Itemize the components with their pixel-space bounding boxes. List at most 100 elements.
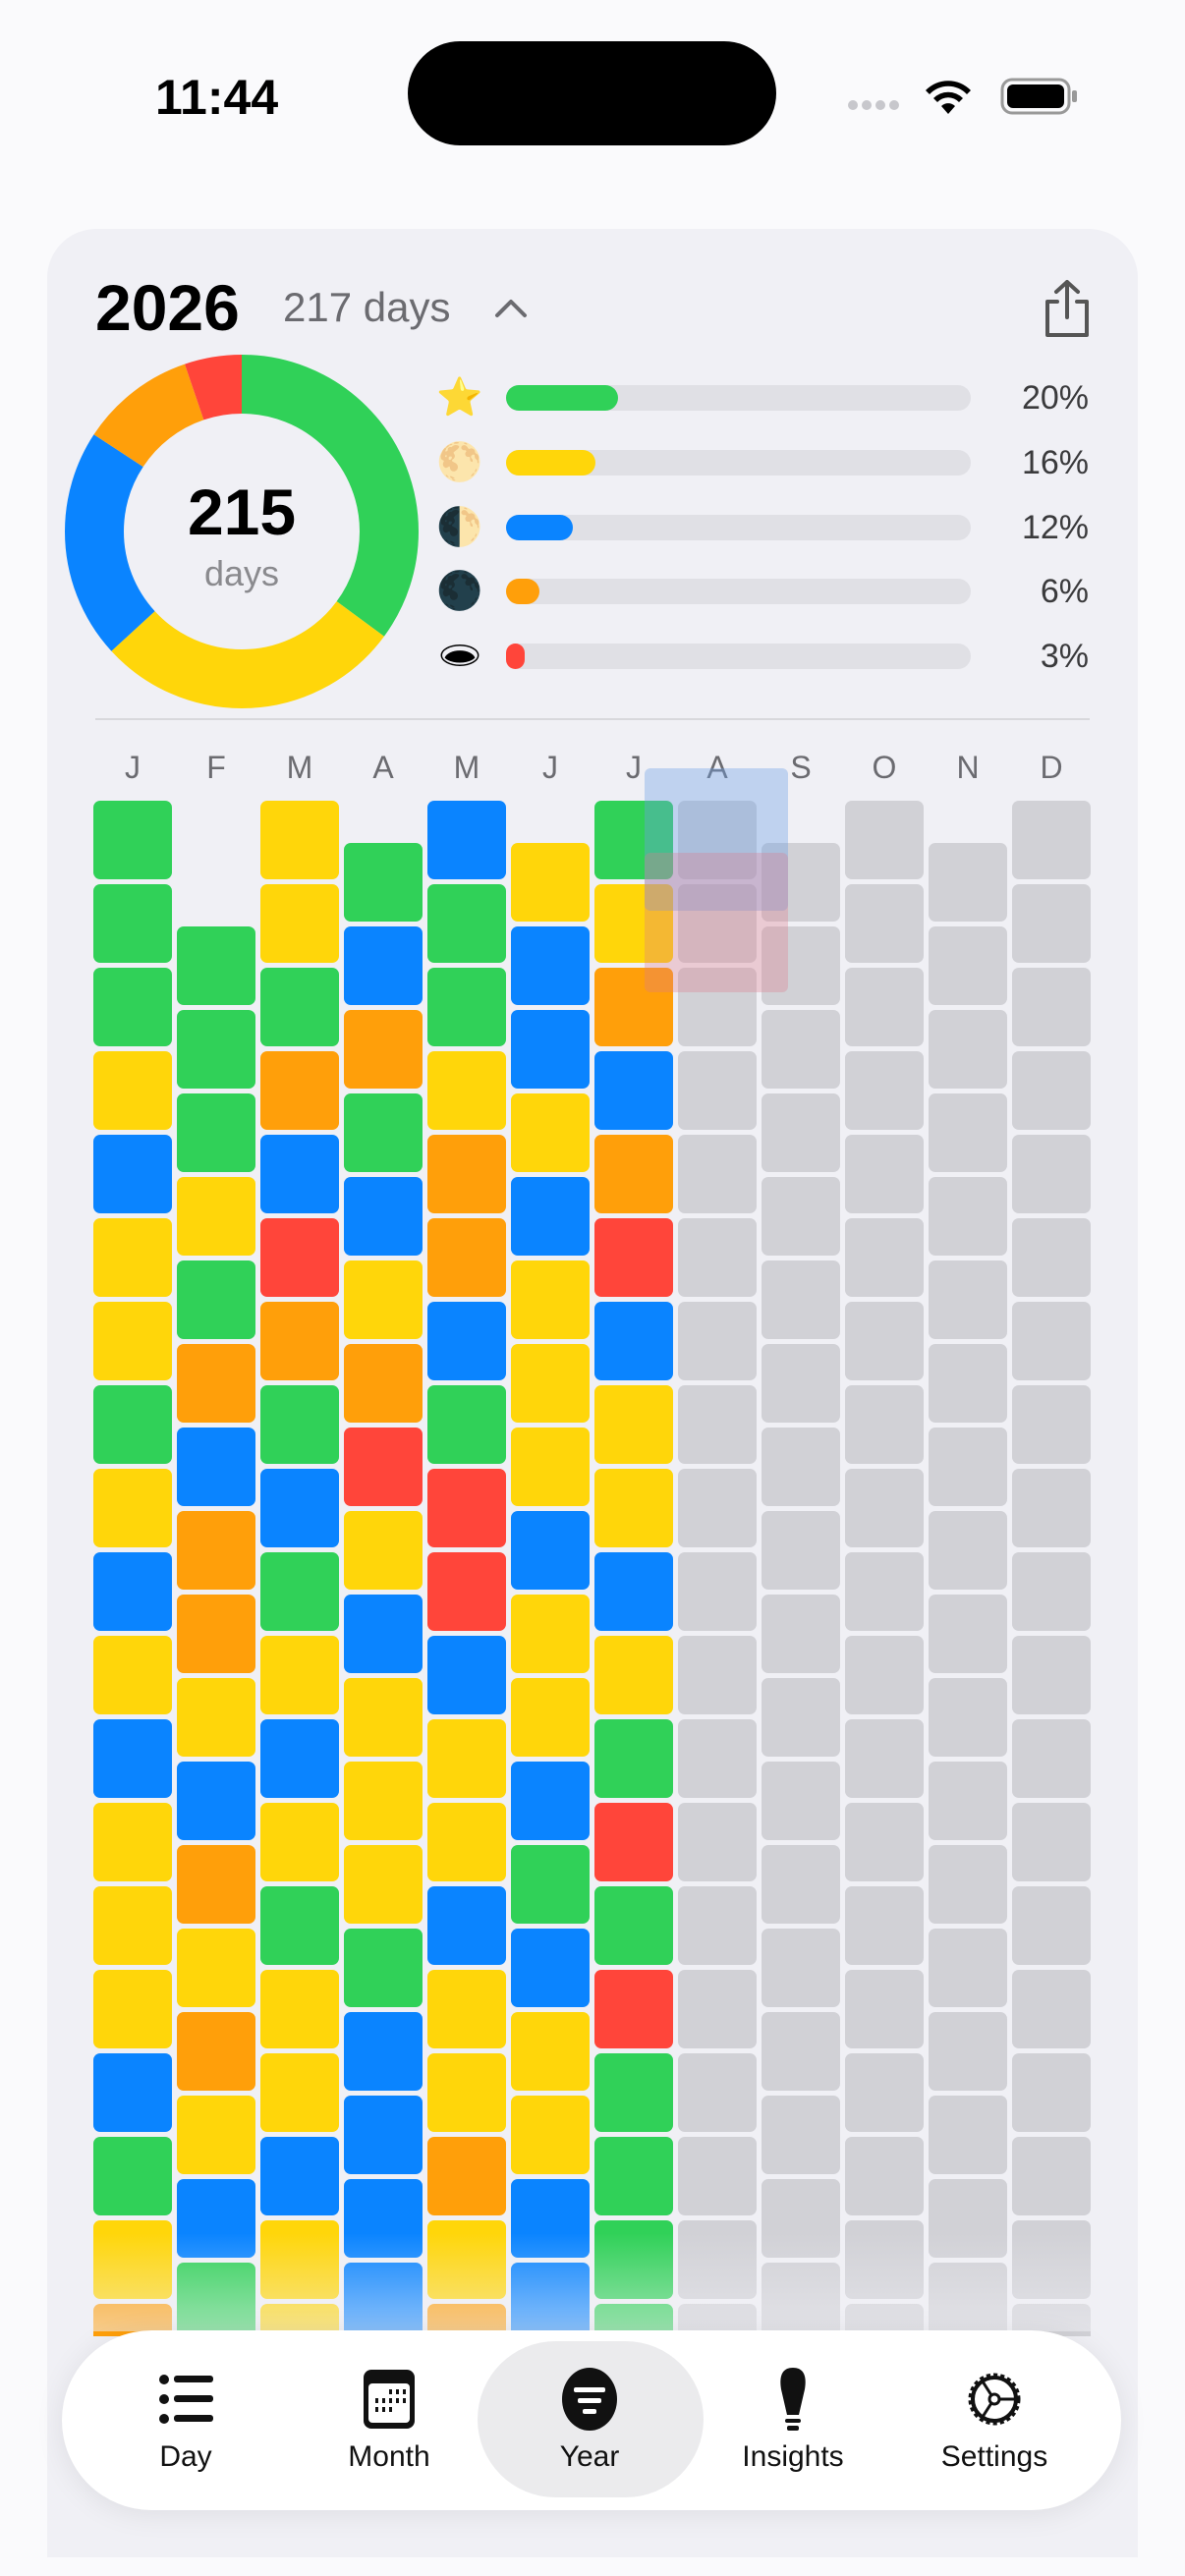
day-cell[interactable] xyxy=(260,1552,339,1631)
month-label[interactable]: O xyxy=(872,750,897,785)
day-cell[interactable] xyxy=(427,1719,506,1798)
day-cell[interactable] xyxy=(678,2053,757,2132)
year-title[interactable]: 2026 xyxy=(95,271,240,344)
day-cell[interactable] xyxy=(845,1469,924,1547)
day-cell[interactable] xyxy=(762,1510,840,1590)
day-cell[interactable] xyxy=(594,1636,673,1714)
day-cell[interactable] xyxy=(678,884,757,963)
day-cell[interactable] xyxy=(511,1427,590,1506)
day-cell[interactable] xyxy=(845,1886,924,1965)
day-cell[interactable] xyxy=(511,1092,590,1172)
day-cell[interactable] xyxy=(344,1510,423,1590)
day-cell[interactable] xyxy=(594,1218,673,1297)
day-cell[interactable] xyxy=(594,1719,673,1798)
day-cell[interactable] xyxy=(762,1761,840,1840)
day-cell[interactable] xyxy=(93,1302,172,1380)
day-cell[interactable] xyxy=(177,1009,255,1089)
day-cell[interactable] xyxy=(1012,801,1091,879)
day-cell[interactable] xyxy=(678,1385,757,1464)
day-cell[interactable] xyxy=(762,1427,840,1506)
day-cell[interactable] xyxy=(511,1677,590,1757)
day-cell[interactable] xyxy=(678,801,757,879)
day-cell[interactable] xyxy=(177,1844,255,1924)
day-cell[interactable] xyxy=(427,1469,506,1547)
day-cell[interactable] xyxy=(1012,1970,1091,2048)
day-cell[interactable] xyxy=(678,1552,757,1631)
day-cell[interactable] xyxy=(845,968,924,1046)
day-cell[interactable] xyxy=(845,1218,924,1297)
day-cell[interactable] xyxy=(1012,2053,1091,2132)
day-cell[interactable] xyxy=(511,1176,590,1256)
day-cell[interactable] xyxy=(762,2095,840,2174)
day-cell[interactable] xyxy=(427,2137,506,2215)
day-cell[interactable] xyxy=(427,884,506,963)
day-cell[interactable] xyxy=(177,2095,255,2174)
month-label[interactable]: A xyxy=(706,750,728,785)
month-label[interactable]: M xyxy=(286,750,313,785)
day-cell[interactable] xyxy=(845,2137,924,2215)
day-cell[interactable] xyxy=(762,1594,840,1673)
day-cell[interactable] xyxy=(260,1970,339,2048)
day-cell[interactable] xyxy=(594,1803,673,1881)
day-cell[interactable] xyxy=(762,1092,840,1172)
day-cell[interactable] xyxy=(260,1803,339,1881)
day-cell[interactable] xyxy=(929,1176,1007,1256)
day-cell[interactable] xyxy=(260,1886,339,1965)
day-cell[interactable] xyxy=(845,1636,924,1714)
day-cell[interactable] xyxy=(260,1051,339,1130)
day-cell[interactable] xyxy=(594,1469,673,1547)
day-cell[interactable] xyxy=(93,968,172,1046)
day-cell[interactable] xyxy=(177,1260,255,1339)
tab-month[interactable]: Month xyxy=(291,2330,487,2510)
day-cell[interactable] xyxy=(594,1886,673,1965)
day-cell[interactable] xyxy=(260,1302,339,1380)
day-cell[interactable] xyxy=(427,1552,506,1631)
day-cell[interactable] xyxy=(1012,1218,1091,1297)
month-label[interactable]: M xyxy=(453,750,480,785)
day-cell[interactable] xyxy=(260,801,339,879)
day-cell[interactable] xyxy=(678,1636,757,1714)
day-cell[interactable] xyxy=(929,1928,1007,2007)
tab-year[interactable]: Year xyxy=(491,2330,688,2510)
day-cell[interactable] xyxy=(678,968,757,1046)
day-cell[interactable] xyxy=(427,1135,506,1213)
day-cell[interactable] xyxy=(344,1761,423,1840)
day-cell[interactable] xyxy=(594,1302,673,1380)
day-cell[interactable] xyxy=(93,1719,172,1798)
day-cell[interactable] xyxy=(93,2137,172,2215)
day-cell[interactable] xyxy=(511,2011,590,2091)
day-cell[interactable] xyxy=(177,1928,255,2007)
day-cell[interactable] xyxy=(177,1343,255,1423)
day-cell[interactable] xyxy=(929,1594,1007,1673)
day-cell[interactable] xyxy=(678,2137,757,2215)
day-cell[interactable] xyxy=(678,1051,757,1130)
month-label[interactable]: F xyxy=(206,750,226,785)
day-cell[interactable] xyxy=(1012,1719,1091,1798)
day-cell[interactable] xyxy=(594,2137,673,2215)
day-cell[interactable] xyxy=(427,801,506,879)
tab-day[interactable]: Day xyxy=(87,2330,284,2510)
day-cell[interactable] xyxy=(93,884,172,963)
day-cell[interactable] xyxy=(594,1135,673,1213)
day-cell[interactable] xyxy=(929,842,1007,922)
day-cell[interactable] xyxy=(762,1176,840,1256)
day-cell[interactable] xyxy=(1012,1636,1091,1714)
day-cell[interactable] xyxy=(427,968,506,1046)
month-label[interactable]: A xyxy=(372,750,394,785)
day-cell[interactable] xyxy=(344,1343,423,1423)
day-cell[interactable] xyxy=(594,1970,673,2048)
month-label[interactable]: N xyxy=(956,750,980,785)
day-cell[interactable] xyxy=(511,1761,590,1840)
day-cell[interactable] xyxy=(177,1761,255,1840)
day-cell[interactable] xyxy=(93,1803,172,1881)
day-cell[interactable] xyxy=(678,1218,757,1297)
day-cell[interactable] xyxy=(93,2053,172,2132)
day-cell[interactable] xyxy=(511,925,590,1005)
day-cell[interactable] xyxy=(929,1260,1007,1339)
day-cell[interactable] xyxy=(260,1135,339,1213)
day-cell[interactable] xyxy=(177,1677,255,1757)
day-cell[interactable] xyxy=(845,801,924,879)
day-cell[interactable] xyxy=(511,1343,590,1423)
day-cell[interactable] xyxy=(845,2053,924,2132)
day-cell[interactable] xyxy=(344,2095,423,2174)
